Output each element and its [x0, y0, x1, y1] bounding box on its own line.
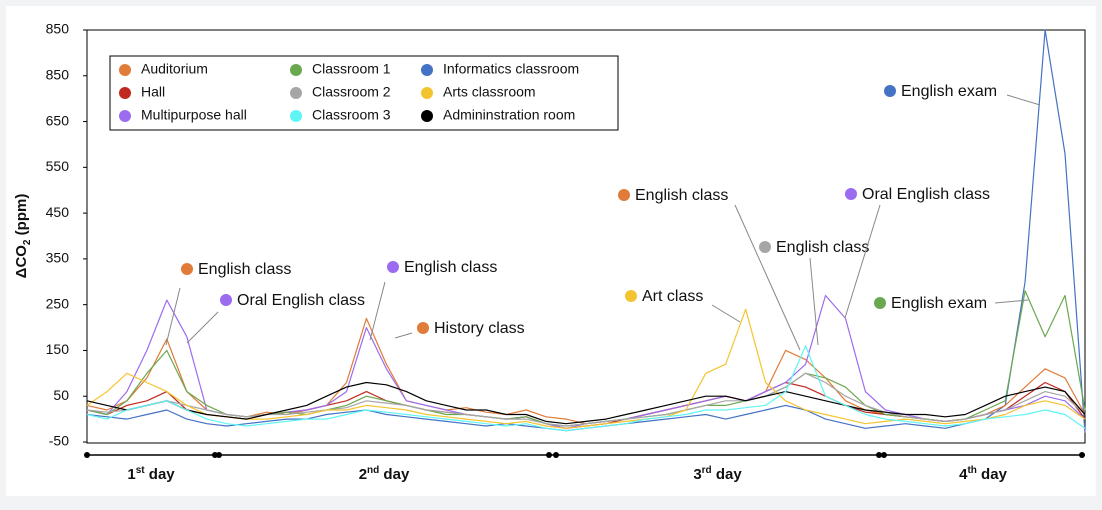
- day-boundary: [1079, 452, 1085, 458]
- day-word: day: [145, 466, 176, 483]
- day-boundary: [881, 452, 887, 458]
- annotation-dot: [884, 85, 896, 97]
- legend-label: Classroom 2: [312, 84, 391, 100]
- day-number: 3: [693, 466, 701, 483]
- day-label: 4th day: [959, 465, 1007, 483]
- annotation-dot: [759, 241, 771, 253]
- legend-label: Arts classroom: [443, 84, 536, 100]
- day-boundary: [216, 452, 222, 458]
- day-label: 2nd day: [359, 465, 410, 483]
- day-number: 1: [127, 466, 135, 483]
- annotation-label: English exam: [901, 83, 997, 100]
- y-tick-label: 850: [46, 21, 70, 37]
- annotation-label: Oral English class: [862, 186, 990, 203]
- annotation-pointer: [369, 281, 386, 341]
- annotation-pointer: [844, 204, 881, 319]
- day-suffix: st: [136, 465, 146, 476]
- annotation-pointer: [734, 204, 801, 351]
- series-line: [86, 345, 1086, 432]
- day-number: 4: [959, 466, 968, 483]
- annotation-label: English exam: [891, 295, 987, 312]
- annotation-dot: [618, 189, 630, 201]
- annotation-pointer: [186, 311, 219, 344]
- day-word: day: [712, 466, 743, 483]
- y-label-sub: 2: [22, 239, 33, 245]
- series-line: [86, 308, 1086, 429]
- annotation-dot: [387, 261, 399, 273]
- y-tick-label: 350: [46, 250, 70, 266]
- y-tick-label: -50: [49, 433, 69, 449]
- legend-marker: [290, 110, 302, 122]
- day-word: day: [977, 466, 1008, 483]
- legend-marker: [119, 110, 131, 122]
- annotation-pointer: [394, 332, 413, 339]
- y-tick-label: 450: [46, 204, 70, 220]
- day-label: 3rd day: [693, 465, 742, 483]
- day-suffix: rd: [702, 465, 712, 476]
- series-line: [86, 381, 1086, 425]
- annotation-pointer: [809, 257, 819, 346]
- annotation-pointer: [165, 287, 181, 346]
- legend-label: Informatics classroom: [443, 61, 579, 77]
- annotation-label: Oral English class: [237, 292, 365, 309]
- day-boundary: [553, 452, 559, 458]
- annotation-dot: [874, 297, 886, 309]
- legend-label: Auditorium: [141, 61, 208, 77]
- annotation-label: History class: [434, 320, 525, 337]
- annotation-label: English class: [635, 187, 728, 204]
- y-label-main: ΔCO: [13, 245, 30, 279]
- legend-label: Multipurpose hall: [141, 107, 247, 123]
- day-boundary: [546, 452, 552, 458]
- legend-marker: [290, 87, 302, 99]
- annotation-label: English class: [776, 239, 869, 256]
- annotation-pointer: [1006, 94, 1041, 106]
- day-word: day: [379, 466, 410, 483]
- legend-label: Classroom 1: [312, 61, 391, 77]
- annotation-label: English class: [404, 259, 497, 276]
- legend-marker: [119, 64, 131, 76]
- y-tick-label: 250: [46, 295, 70, 311]
- y-tick-label: 650: [46, 112, 70, 128]
- annotation-dot: [625, 290, 637, 302]
- legend-box: [109, 55, 619, 131]
- annotation-pointer: [711, 304, 741, 323]
- y-tick-label: 550: [46, 158, 70, 174]
- legend-marker: [290, 64, 302, 76]
- annotation-label: English class: [198, 261, 291, 278]
- y-tick-label: 50: [53, 387, 69, 403]
- annotation-dot: [220, 294, 232, 306]
- day-suffix: nd: [367, 465, 379, 476]
- plot-frame: [86, 29, 1086, 444]
- annotation-label: Art class: [642, 288, 703, 305]
- annotation-dot: [181, 263, 193, 275]
- legend-marker: [421, 110, 433, 122]
- legend-label: Hall: [141, 84, 165, 100]
- legend-marker: [119, 87, 131, 99]
- y-axis-label: ΔCO2 (ppm): [13, 194, 33, 279]
- series-line: [86, 372, 1086, 427]
- annotation-pointer: [994, 299, 1029, 304]
- legend-label: Admininstration room: [443, 107, 575, 123]
- y-label-unit: (ppm): [13, 194, 30, 240]
- day-number: 2: [359, 466, 367, 483]
- day-label: 1st day: [127, 465, 175, 483]
- legend-marker: [421, 64, 433, 76]
- y-tick-label: 850: [46, 66, 70, 82]
- annotation-dot: [845, 188, 857, 200]
- legend-label: Classroom 3: [312, 107, 391, 123]
- y-tick-label: 150: [46, 341, 70, 357]
- annotation-dot: [417, 322, 429, 334]
- day-boundary: [84, 452, 90, 458]
- day-suffix: th: [967, 465, 976, 476]
- day-boundary: [876, 452, 882, 458]
- legend-marker: [421, 87, 433, 99]
